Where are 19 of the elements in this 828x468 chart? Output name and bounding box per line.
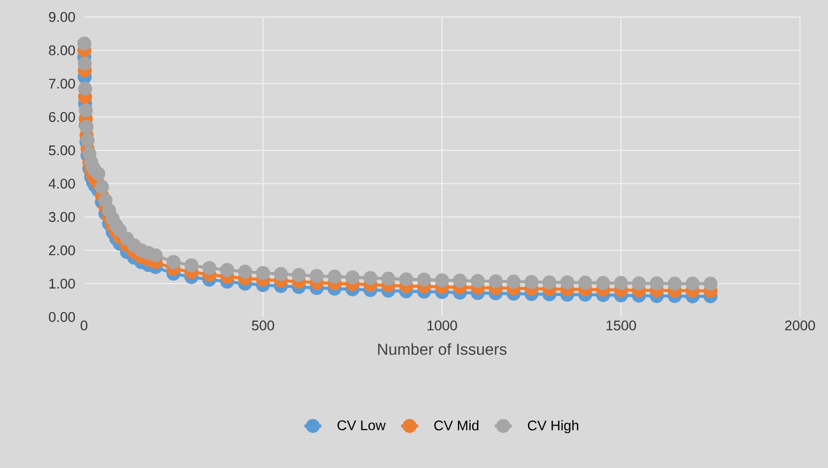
x-tick-label: 500 bbox=[252, 320, 274, 330]
x-tick-label: 1500 bbox=[606, 320, 636, 330]
y-tick-label: 9.00 bbox=[48, 12, 75, 22]
x-tick-label: 1000 bbox=[428, 320, 457, 330]
y-tick-label: 5.00 bbox=[48, 145, 75, 156]
y-tick-label: 0.00 bbox=[48, 312, 75, 322]
y-tick-label: 7.00 bbox=[49, 78, 75, 89]
y-tick-label: 3.00 bbox=[48, 212, 75, 222]
y-tick-label: 4.00 bbox=[48, 178, 75, 189]
y-tick-label: 8.00 bbox=[48, 45, 75, 56]
x-axis-title: Number of Issuers bbox=[378, 343, 507, 355]
legend-label: CV Low bbox=[338, 420, 386, 430]
legend-label: CV Mid bbox=[434, 420, 478, 430]
legend-label: CV High bbox=[528, 420, 578, 434]
x-tick-label: 2000 bbox=[785, 320, 815, 330]
y-tick-label: 1.00 bbox=[49, 278, 75, 289]
y-tick-label: 2.00 bbox=[49, 245, 75, 256]
y-tick-label: 6.00 bbox=[49, 112, 75, 122]
x-tick-label: 0 bbox=[80, 320, 88, 330]
